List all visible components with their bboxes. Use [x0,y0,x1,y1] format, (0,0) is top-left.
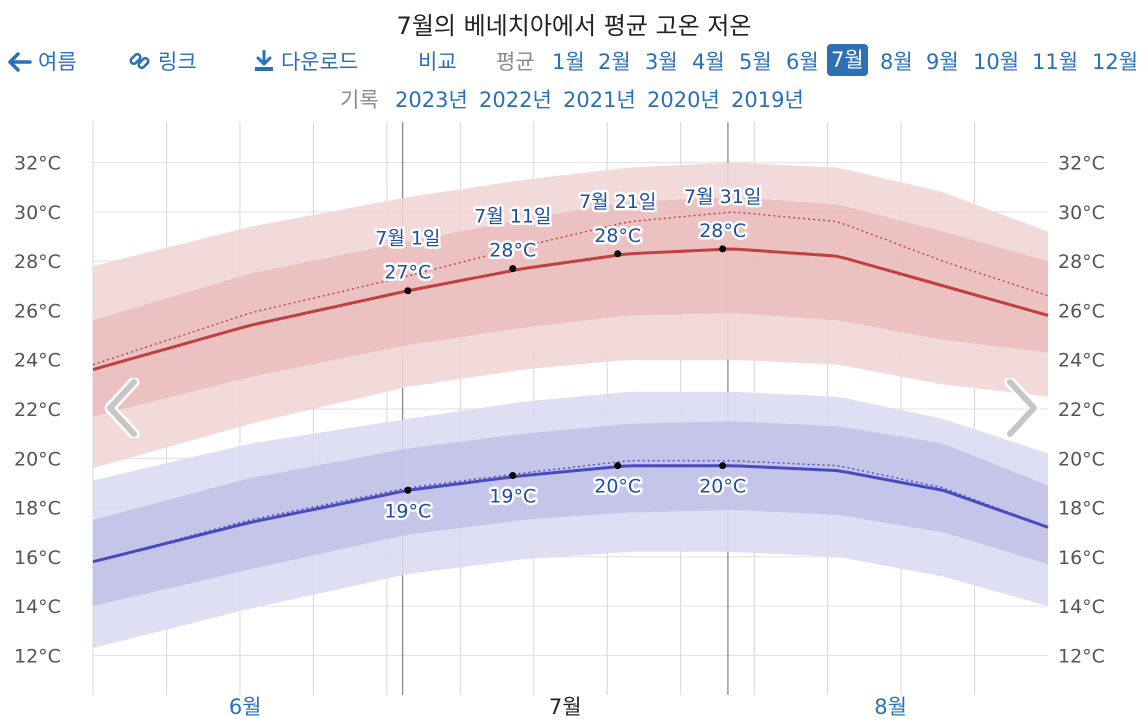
line-layer [92,211,1049,564]
low-point-marker [719,462,727,470]
month-8[interactable]: 8월 [880,50,913,74]
high-point-marker [614,250,622,258]
y-tick-label-left: 32°C [14,153,61,175]
download-icon [255,50,273,71]
month-10[interactable]: 10월 [973,50,1020,74]
high-value-label: 28°C [489,240,536,262]
low-value-label: 20°C [699,476,746,498]
x-tick-label: 7월 [549,695,582,719]
y-tick-label-left: 12°C [14,645,61,667]
low-point-marker [614,462,622,470]
y-tick-label-left: 14°C [14,596,61,618]
date-label: 7월 21일 [579,191,656,213]
high-average-line [92,247,1049,372]
compare-button[interactable]: 비교 [418,50,457,74]
month-3[interactable]: 3월 [645,50,678,74]
high-point-marker [509,265,517,273]
low-value-label: 19°C [489,486,536,508]
average-label: 평균 [496,50,535,74]
axis-layer: 12°C 12°C 14°C 14°C 16°C 16°C 18°C 18°C 20°C 20°C… [14,153,1105,719]
high-value-label: 28°C [594,225,641,247]
y-tick-label-right: 12°C [1058,645,1105,667]
high-value-label: 27°C [384,262,431,284]
y-tick-label-right: 14°C [1058,596,1105,618]
high-reference-line [92,211,1049,366]
high-value-label: 28°C [699,220,746,242]
y-tick-label-left: 16°C [14,547,61,569]
month-2[interactable]: 2월 [598,50,631,74]
x-tick-label: 8월 [874,695,907,719]
date-label: 7월 31일 [684,186,761,208]
month-6[interactable]: 6월 [786,50,819,74]
month-12[interactable]: 12월 [1092,50,1139,74]
x-tick-label: 6월 [229,695,262,719]
month-9[interactable]: 9월 [926,50,959,74]
band-layer [93,162,1048,648]
y-tick-label-left: 20°C [14,448,61,470]
y-tick-label-right: 16°C [1058,547,1105,569]
link-icon [129,52,150,70]
page-title: 7월의 베네치아에서 평균 고온 저온 [396,12,752,40]
chevron-left-icon[interactable] [102,378,142,438]
download-label: 다운로드 [281,50,359,74]
y-tick-label-right: 24°C [1058,350,1105,372]
link-button[interactable]: 링크 [128,46,197,76]
year-2023[interactable]: 2023년 [395,88,468,112]
back-to-summer-link[interactable]: 여름 [8,46,77,76]
high-point-marker [719,245,727,253]
y-tick-label-right: 26°C [1058,300,1105,322]
y-tick-label-left: 18°C [14,498,61,520]
y-tick-label-right: 32°C [1058,153,1105,175]
low-value-label: 20°C [594,476,641,498]
y-tick-label-left: 30°C [14,202,61,224]
date-label: 7월 1일 [375,228,440,250]
arrow-left-icon [8,52,32,72]
year-2019[interactable]: 2019년 [731,88,804,112]
record-label: 기록 [340,88,379,112]
y-tick-label-right: 30°C [1058,202,1105,224]
record-years-bar: 기록 2023년 2022년 2021년 2020년 2019년 [0,82,1148,112]
y-tick-label-right: 18°C [1058,498,1105,520]
y-tick-label-left: 22°C [14,399,61,421]
year-2021[interactable]: 2021년 [563,88,636,112]
y-tick-label-right: 22°C [1058,399,1105,421]
low-point-marker [404,486,412,494]
back-label: 여름 [38,50,77,74]
month-7-active[interactable]: 7월 [827,44,868,76]
high-point-marker [404,287,412,295]
low-value-label: 19°C [384,500,431,522]
y-tick-label-left: 24°C [14,350,61,372]
y-tick-label-left: 26°C [14,300,61,322]
y-tick-label-right: 20°C [1058,448,1105,470]
month-5[interactable]: 5월 [739,50,772,74]
y-tick-label-right: 28°C [1058,251,1105,273]
download-button[interactable]: 다운로드 [253,46,358,76]
year-2022[interactable]: 2022년 [479,88,552,112]
low-point-marker [509,472,517,480]
chevron-right-icon[interactable] [1002,378,1042,438]
high-band-25-75 [93,197,1048,417]
link-label: 링크 [158,50,197,74]
date-label: 7월 11일 [474,206,551,228]
month-1[interactable]: 1월 [552,50,585,74]
annotation-layer: 7월 1일 27°C 19°C 7월 11일 28°C 19°C 7월 21일 28°C 20°… [373,183,764,524]
chart-toolbar: 여름 링크 다운로드 비교 평균 1월 2월 3월 4월 5월 6월 7월 8월… [0,44,1148,76]
low-average-line [92,464,1049,564]
month-4[interactable]: 4월 [692,50,725,74]
y-tick-label-left: 28°C [14,251,61,273]
month-11[interactable]: 11월 [1032,50,1079,74]
year-2020[interactable]: 2020년 [647,88,720,112]
low-band-25-75 [93,421,1048,607]
